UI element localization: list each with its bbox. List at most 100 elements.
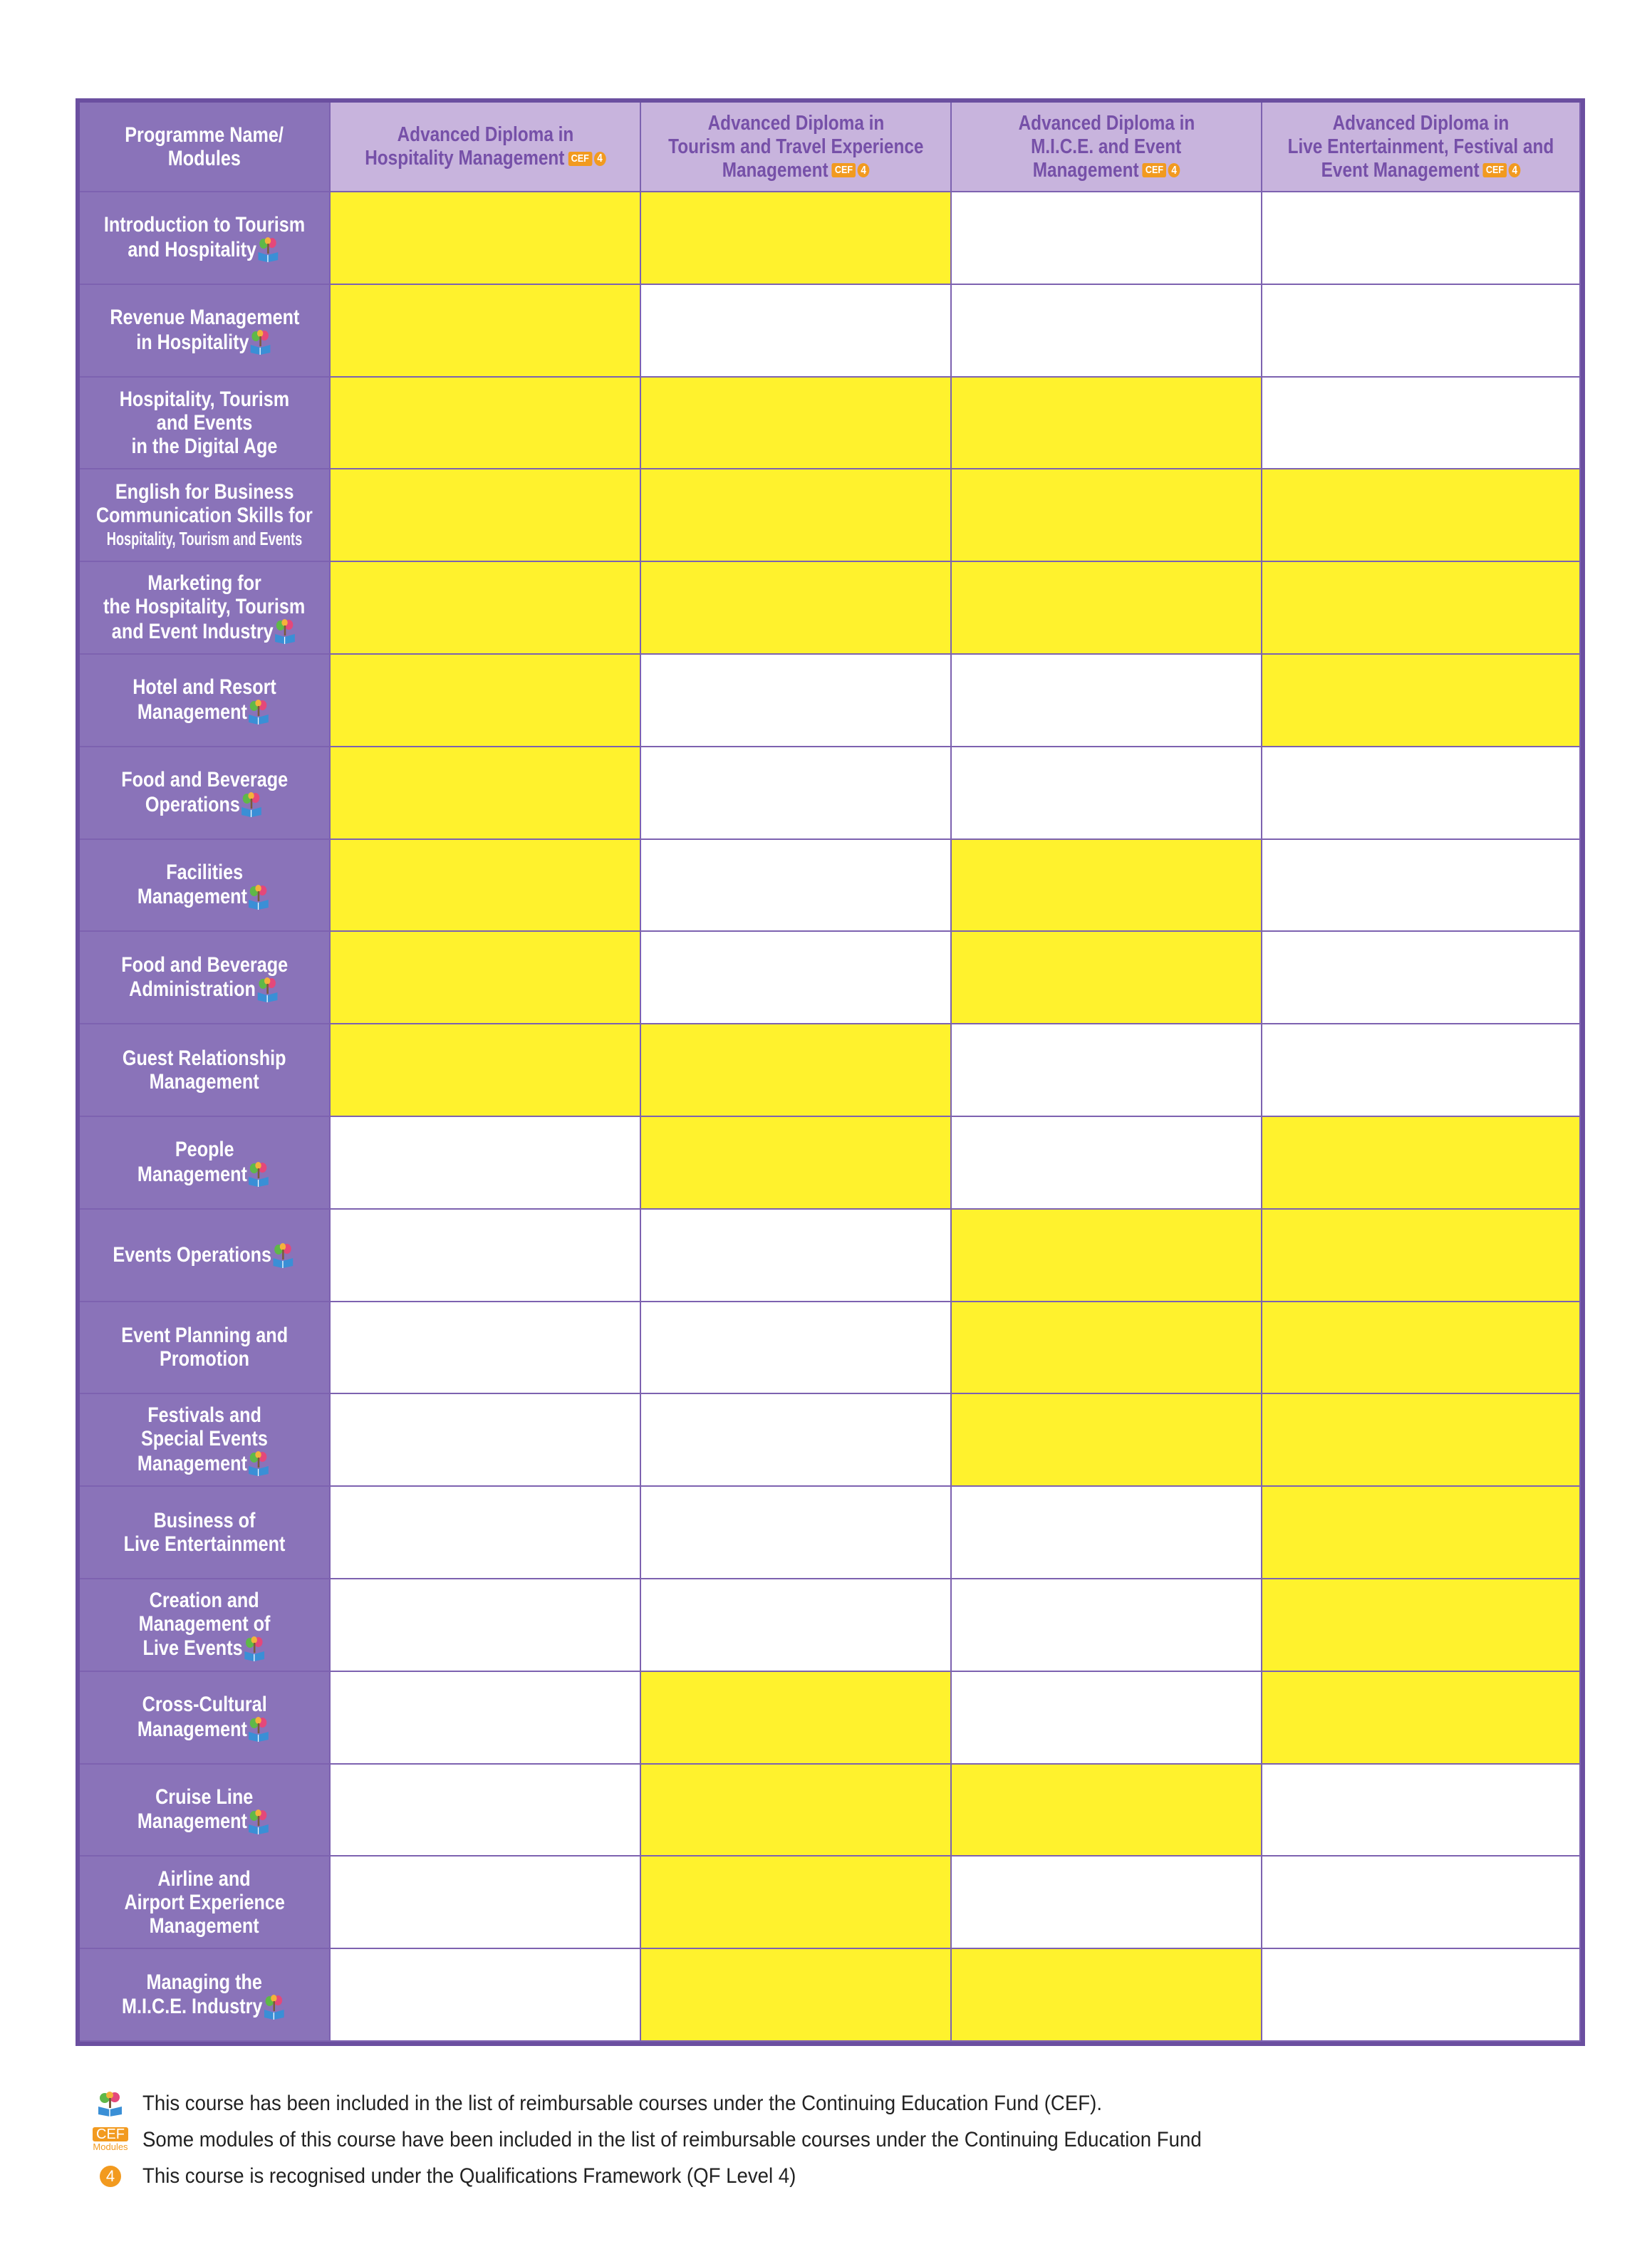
module-text: Cruise Line: [155, 1785, 254, 1809]
module-cell: [952, 1024, 1263, 1117]
module-cell: [641, 1302, 952, 1395]
module-cell: [641, 469, 952, 563]
module-cell: [331, 469, 642, 563]
module-cell: [1262, 469, 1581, 563]
module-text: in the Digital Age: [131, 434, 278, 458]
module-text: Guest Relationship: [123, 1047, 286, 1071]
module-cell: [1262, 562, 1581, 655]
module-line: Revenue Management: [110, 306, 299, 329]
module-name: Facilities Management: [80, 839, 331, 933]
cef-badge: CEF 4: [1482, 163, 1521, 177]
module-text: Operations: [145, 792, 240, 816]
cef-icon: [249, 1809, 269, 1834]
module-text: and Event Industry: [111, 619, 274, 643]
module-cell: [1262, 1209, 1581, 1302]
module-text: Communication Skills for: [96, 503, 313, 527]
header-text: M.I.C.E. and Event: [1031, 135, 1182, 158]
module-text: Management: [149, 1913, 260, 1938]
module-text: Management: [137, 700, 248, 724]
module-text: Hospitality, Tourism: [119, 387, 290, 411]
module-line: Cruise Line: [155, 1785, 253, 1809]
module-cell: [952, 1394, 1263, 1487]
module-text: Events Operations: [113, 1243, 272, 1267]
badge-qf: 4: [1168, 163, 1180, 177]
module-cell: [331, 1764, 642, 1857]
module-cell: [641, 1579, 952, 1672]
module-line: Hospitality, Tourism: [120, 388, 289, 411]
module-line: Administration: [129, 977, 279, 1002]
module-text: English for Business: [115, 479, 294, 504]
module-cell: [331, 192, 642, 285]
module-cell: [641, 1671, 952, 1765]
module-name: English for Business Communication Skills…: [80, 469, 331, 563]
module-text: People: [175, 1138, 234, 1162]
module-text: Live Events: [142, 1636, 243, 1661]
legend-icon: 4: [78, 2166, 142, 2187]
legend-text: Some modules of this course have been in…: [142, 2128, 1202, 2151]
module-text: Festivals and: [147, 1403, 261, 1428]
module-cell: [952, 655, 1263, 747]
module-cell: [952, 1302, 1263, 1395]
module-line: Marketing for: [147, 571, 261, 595]
modules-label: Modules: [93, 2141, 128, 2152]
cef-icon: [249, 1717, 269, 1743]
module-line: Live Entertainment: [124, 1532, 286, 1556]
module-cell: [331, 562, 642, 655]
module-cell: [1262, 1302, 1581, 1395]
module-line: Management: [137, 1450, 271, 1477]
cef-icon: [275, 619, 295, 645]
module-line: Festivals and: [147, 1403, 261, 1427]
module-text: Introduction to Tourism: [103, 213, 306, 237]
header-line: Management CEF 4: [1033, 159, 1180, 182]
legend-item: 4 This course is recognised under the Qua…: [78, 2159, 853, 2194]
module-line: Hotel and Resort: [133, 675, 276, 699]
module-cell: [641, 1024, 952, 1117]
module-name: Business of Live Entertainment: [80, 1487, 331, 1579]
module-text: Cross-Cultural: [142, 1693, 267, 1717]
header-text: Advanced Diploma in: [1018, 111, 1195, 135]
cef-icon: [249, 1451, 269, 1477]
module-text: M.I.C.E. Industry: [122, 1995, 263, 2019]
module-text: Management of: [138, 1611, 271, 1636]
module-name: Creation and Management of Live Events: [80, 1579, 331, 1672]
cef-icon: [274, 1242, 293, 1268]
module-cell: [1262, 192, 1581, 285]
module-text: Facilities: [166, 860, 243, 884]
module-cell: [331, 747, 642, 840]
module-cell: [331, 1117, 642, 1210]
badge-qf: 4: [857, 163, 870, 177]
module-cell: [952, 1487, 1263, 1579]
module-cell: [1262, 747, 1581, 840]
module-cell: [331, 1394, 642, 1487]
module-cell: [331, 655, 642, 747]
module-cell: [331, 377, 642, 470]
module-cell: [641, 377, 952, 470]
cef-icon: [98, 2092, 122, 2117]
module-cell: [641, 1209, 952, 1302]
module-name: Food and Beverage Administration: [80, 932, 331, 1025]
header-line: Advanced Diploma in: [1018, 112, 1195, 135]
cef-icon: [249, 884, 269, 910]
module-cell: [641, 1487, 952, 1579]
cef-icon: [241, 792, 261, 818]
module-cell: [331, 1949, 642, 2042]
module-line: Special Events: [141, 1427, 268, 1450]
cef-icon: [257, 977, 278, 1002]
badge-cef: CEF: [831, 163, 856, 177]
module-name: Festivals and Special Events Management: [80, 1394, 331, 1487]
module-cell: [331, 1579, 642, 1672]
module-name: Revenue Management in Hospitality: [80, 284, 331, 378]
legend-item: CEF Modules Some modules of this course ha…: [78, 2122, 1294, 2158]
module-text: Creation and: [149, 1588, 260, 1612]
header-text: Tourism and Travel Experience: [667, 135, 924, 158]
cef-badge: CEF 4: [831, 163, 870, 177]
module-cell: [331, 1856, 642, 1950]
legend-text: This course is recognised under the Qual…: [142, 2164, 796, 2188]
header-text: Advanced Diploma in: [707, 111, 884, 135]
module-line: Introduction to Tourism: [104, 213, 305, 237]
module-cell: [331, 1671, 642, 1765]
module-text: Food and Beverage: [121, 768, 288, 792]
module-cell: [1262, 1394, 1581, 1487]
module-line: Airport Experience: [124, 1891, 284, 1914]
